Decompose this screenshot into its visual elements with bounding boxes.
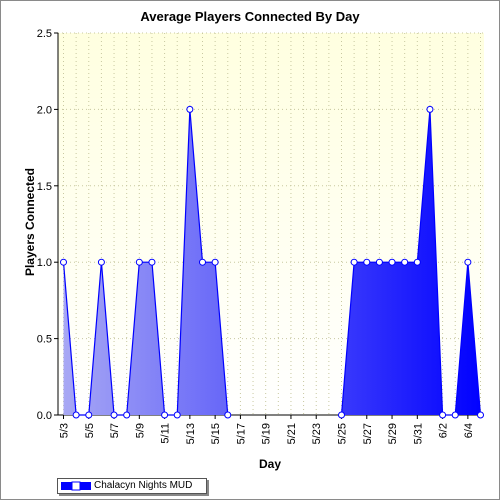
- x-tick-label: 5/9: [134, 423, 146, 438]
- y-tick-label: 2.0: [37, 104, 52, 116]
- data-point: [173, 411, 181, 419]
- data-point: [110, 411, 118, 419]
- data-point: [350, 258, 358, 266]
- x-axis-label: Day: [258, 457, 281, 471]
- x-tick-label: 5/7: [109, 423, 121, 438]
- x-tick-label: 5/25: [337, 423, 349, 444]
- y-tick-label: 1.5: [37, 181, 52, 193]
- x-tick-label: 5/15: [210, 423, 222, 444]
- x-tick-label: 5/11: [160, 423, 172, 444]
- data-point: [123, 411, 131, 419]
- legend-entry-label: Chalacyn Nights MUD: [94, 480, 193, 491]
- y-tick-label: 1.0: [37, 257, 52, 269]
- x-tick-label: 5/21: [286, 423, 298, 444]
- x-tick-label: 5/31: [412, 423, 424, 444]
- data-point: [148, 258, 156, 266]
- data-point: [451, 411, 459, 419]
- data-point: [388, 258, 396, 266]
- data-point: [439, 411, 447, 419]
- data-point: [85, 411, 93, 419]
- legend-swatch-marker: [71, 481, 81, 491]
- x-tick-label: 5/5: [84, 423, 96, 438]
- x-tick-label: 6/2: [438, 423, 450, 438]
- data-point: [464, 258, 472, 266]
- data-point: [135, 258, 143, 266]
- data-point: [72, 411, 80, 419]
- data-point: [375, 258, 383, 266]
- x-tick-label: 5/29: [387, 423, 399, 444]
- x-tick-label: 5/3: [59, 423, 71, 438]
- x-tick-label: 5/23: [311, 423, 323, 444]
- y-tick-label: 0.0: [37, 410, 52, 422]
- data-point: [401, 258, 409, 266]
- x-tick-label: 5/13: [185, 423, 197, 444]
- x-tick-label: 6/4: [463, 423, 475, 438]
- series-line: [62, 109, 229, 416]
- data-point: [413, 258, 421, 266]
- legend-swatch: [61, 481, 91, 491]
- x-tick-label: 5/17: [235, 423, 247, 444]
- data-point: [211, 258, 219, 266]
- data-point: [224, 411, 232, 419]
- data-point: [477, 411, 484, 419]
- legend: Chalacyn Nights MUD: [57, 478, 207, 494]
- y-tick-label: 2.5: [37, 28, 52, 40]
- data-point: [161, 411, 169, 419]
- x-tick-label: 5/27: [362, 423, 374, 444]
- data-point: [199, 258, 206, 266]
- x-tick-label: 5/19: [261, 423, 273, 444]
- data-point: [60, 258, 67, 266]
- data-point: [97, 258, 105, 266]
- y-tick-label: 0.5: [37, 334, 52, 346]
- data-point: [338, 411, 345, 419]
- data-point: [363, 258, 371, 266]
- data-point: [186, 105, 194, 113]
- data-point: [426, 105, 434, 113]
- chart-title: Average Players Connected By Day: [140, 9, 360, 24]
